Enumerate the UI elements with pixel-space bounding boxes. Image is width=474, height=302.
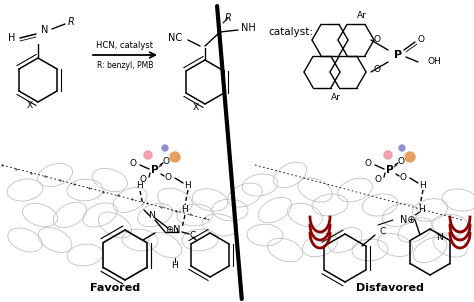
Text: N: N [41,25,49,35]
Text: ⊕N: ⊕N [165,225,181,235]
Text: X: X [27,101,33,111]
Text: Ar: Ar [357,11,367,21]
Text: catalyst:: catalyst: [268,27,313,37]
Text: N⊕: N⊕ [400,215,416,225]
Text: O: O [139,175,146,184]
Text: R: R [225,13,231,23]
Text: C: C [380,227,386,236]
Text: Favored: Favored [90,283,140,293]
Circle shape [384,151,392,159]
Circle shape [405,152,415,162]
Circle shape [170,152,180,162]
Text: O: O [365,159,372,169]
Text: O: O [129,159,137,169]
Text: O: O [374,175,382,184]
Text: H: H [419,205,425,214]
Text: N: N [437,233,443,243]
Text: H: H [185,182,191,191]
Circle shape [162,145,168,151]
Text: O: O [398,158,404,166]
Text: Ar: Ar [331,94,341,102]
Text: P: P [394,50,402,60]
Text: X: X [193,102,199,111]
Text: HCN, catalyst: HCN, catalyst [97,41,154,50]
Text: NC: NC [168,33,182,43]
Text: O: O [374,66,381,75]
Text: H: H [182,205,188,214]
Text: O: O [374,36,381,44]
Text: O: O [163,158,170,166]
Circle shape [399,145,405,151]
Text: NH: NH [241,23,255,33]
Text: Disfavored: Disfavored [356,283,424,293]
Text: R: benzyl, PMB: R: benzyl, PMB [97,62,153,70]
Text: R: R [68,17,74,27]
Text: H: H [419,182,427,191]
Text: P: P [386,165,394,175]
Circle shape [144,151,152,159]
Text: O: O [164,172,172,182]
Text: O: O [400,172,407,182]
Text: P: P [151,165,159,175]
Text: C: C [190,230,196,239]
Text: H: H [9,33,16,43]
Text: O: O [418,36,425,44]
Text: N: N [149,210,155,220]
Text: OH: OH [428,57,442,66]
Text: H: H [172,261,178,269]
Text: H: H [137,181,143,189]
